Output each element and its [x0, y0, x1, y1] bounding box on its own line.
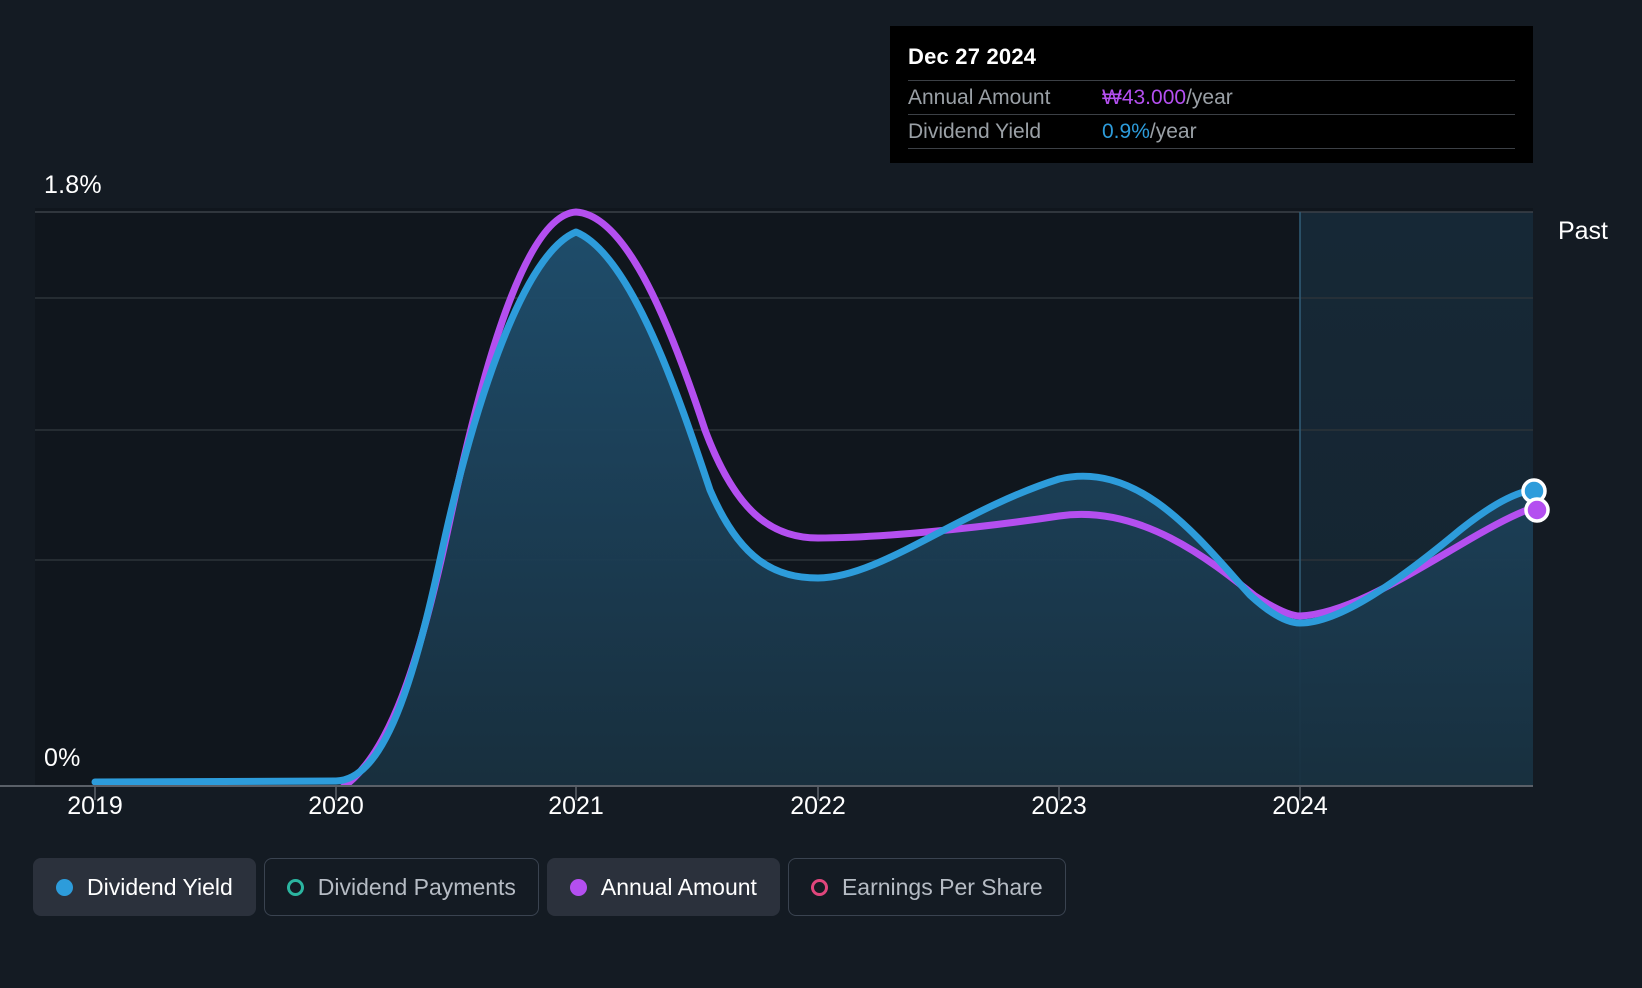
legend-item-earnings-per-share[interactable]: Earnings Per Share	[787, 858, 1066, 916]
x-axis-label-2021: 2021	[548, 792, 604, 820]
gridlines	[35, 211, 1533, 561]
annual-amount-endpoint-marker	[1524, 497, 1550, 523]
chart-tooltip: Dec 27 2024 Annual Amount ₩43.000/year D…	[890, 26, 1533, 163]
tooltip-value-annual-amount: ₩43.000/year	[1102, 86, 1233, 110]
chart-legend: Dividend Yield Dividend Payments Annual …	[33, 858, 1066, 916]
tooltip-value-annual-amount-accent: ₩43.000	[1102, 85, 1187, 109]
legend-item-dividend-payments[interactable]: Dividend Payments	[263, 858, 539, 916]
legend-label-earnings-per-share: Earnings Per Share	[841, 873, 1043, 900]
dividend-yield-area	[95, 232, 1533, 786]
x-axis-label-2022: 2022	[790, 792, 846, 820]
y-axis-bottom-label: 0%	[44, 744, 81, 772]
tooltip-value-dividend-yield: 0.9%/year	[1102, 120, 1197, 144]
tooltip-value-dividend-yield-accent: 0.9%	[1102, 119, 1150, 143]
tooltip-date: Dec 27 2024	[908, 44, 1037, 69]
tooltip-value-annual-amount-suffix: /year	[1186, 85, 1233, 109]
past-region-label: Past	[1557, 217, 1608, 245]
legend-item-annual-amount[interactable]: Annual Amount	[546, 858, 780, 916]
tooltip-label-dividend-yield: Dividend Yield	[908, 119, 1042, 143]
y-axis-top-label: 1.8%	[44, 171, 102, 199]
legend-label-dividend-yield: Dividend Yield	[87, 873, 233, 900]
x-axis-label-2019: 2019	[67, 792, 123, 820]
filled-dot-icon	[56, 878, 73, 896]
hollow-circle-icon	[286, 878, 304, 896]
tooltip-row-dividend-yield: Dividend Yield 0.9%/year	[908, 114, 1515, 149]
filled-dot-icon	[569, 878, 587, 896]
legend-label-dividend-payments: Dividend Payments	[317, 873, 516, 900]
x-axis-label-2020: 2020	[308, 792, 364, 820]
legend-label-annual-amount: Annual Amount	[600, 873, 757, 900]
x-axis-label-2024: 2024	[1272, 792, 1328, 820]
dividend-yield-line	[91, 228, 1533, 786]
hollow-circle-icon	[810, 878, 828, 896]
tooltip-label-annual-amount: Annual Amount	[908, 85, 1051, 109]
tooltip-value-dividend-yield-suffix: /year	[1149, 119, 1197, 143]
tooltip-row-annual-amount: Annual Amount ₩43.000/year	[908, 80, 1515, 114]
x-axis-ticks	[94, 786, 1301, 800]
legend-item-dividend-yield[interactable]: Dividend Yield	[33, 858, 256, 916]
x-axis-label-2023: 2023	[1031, 792, 1087, 820]
